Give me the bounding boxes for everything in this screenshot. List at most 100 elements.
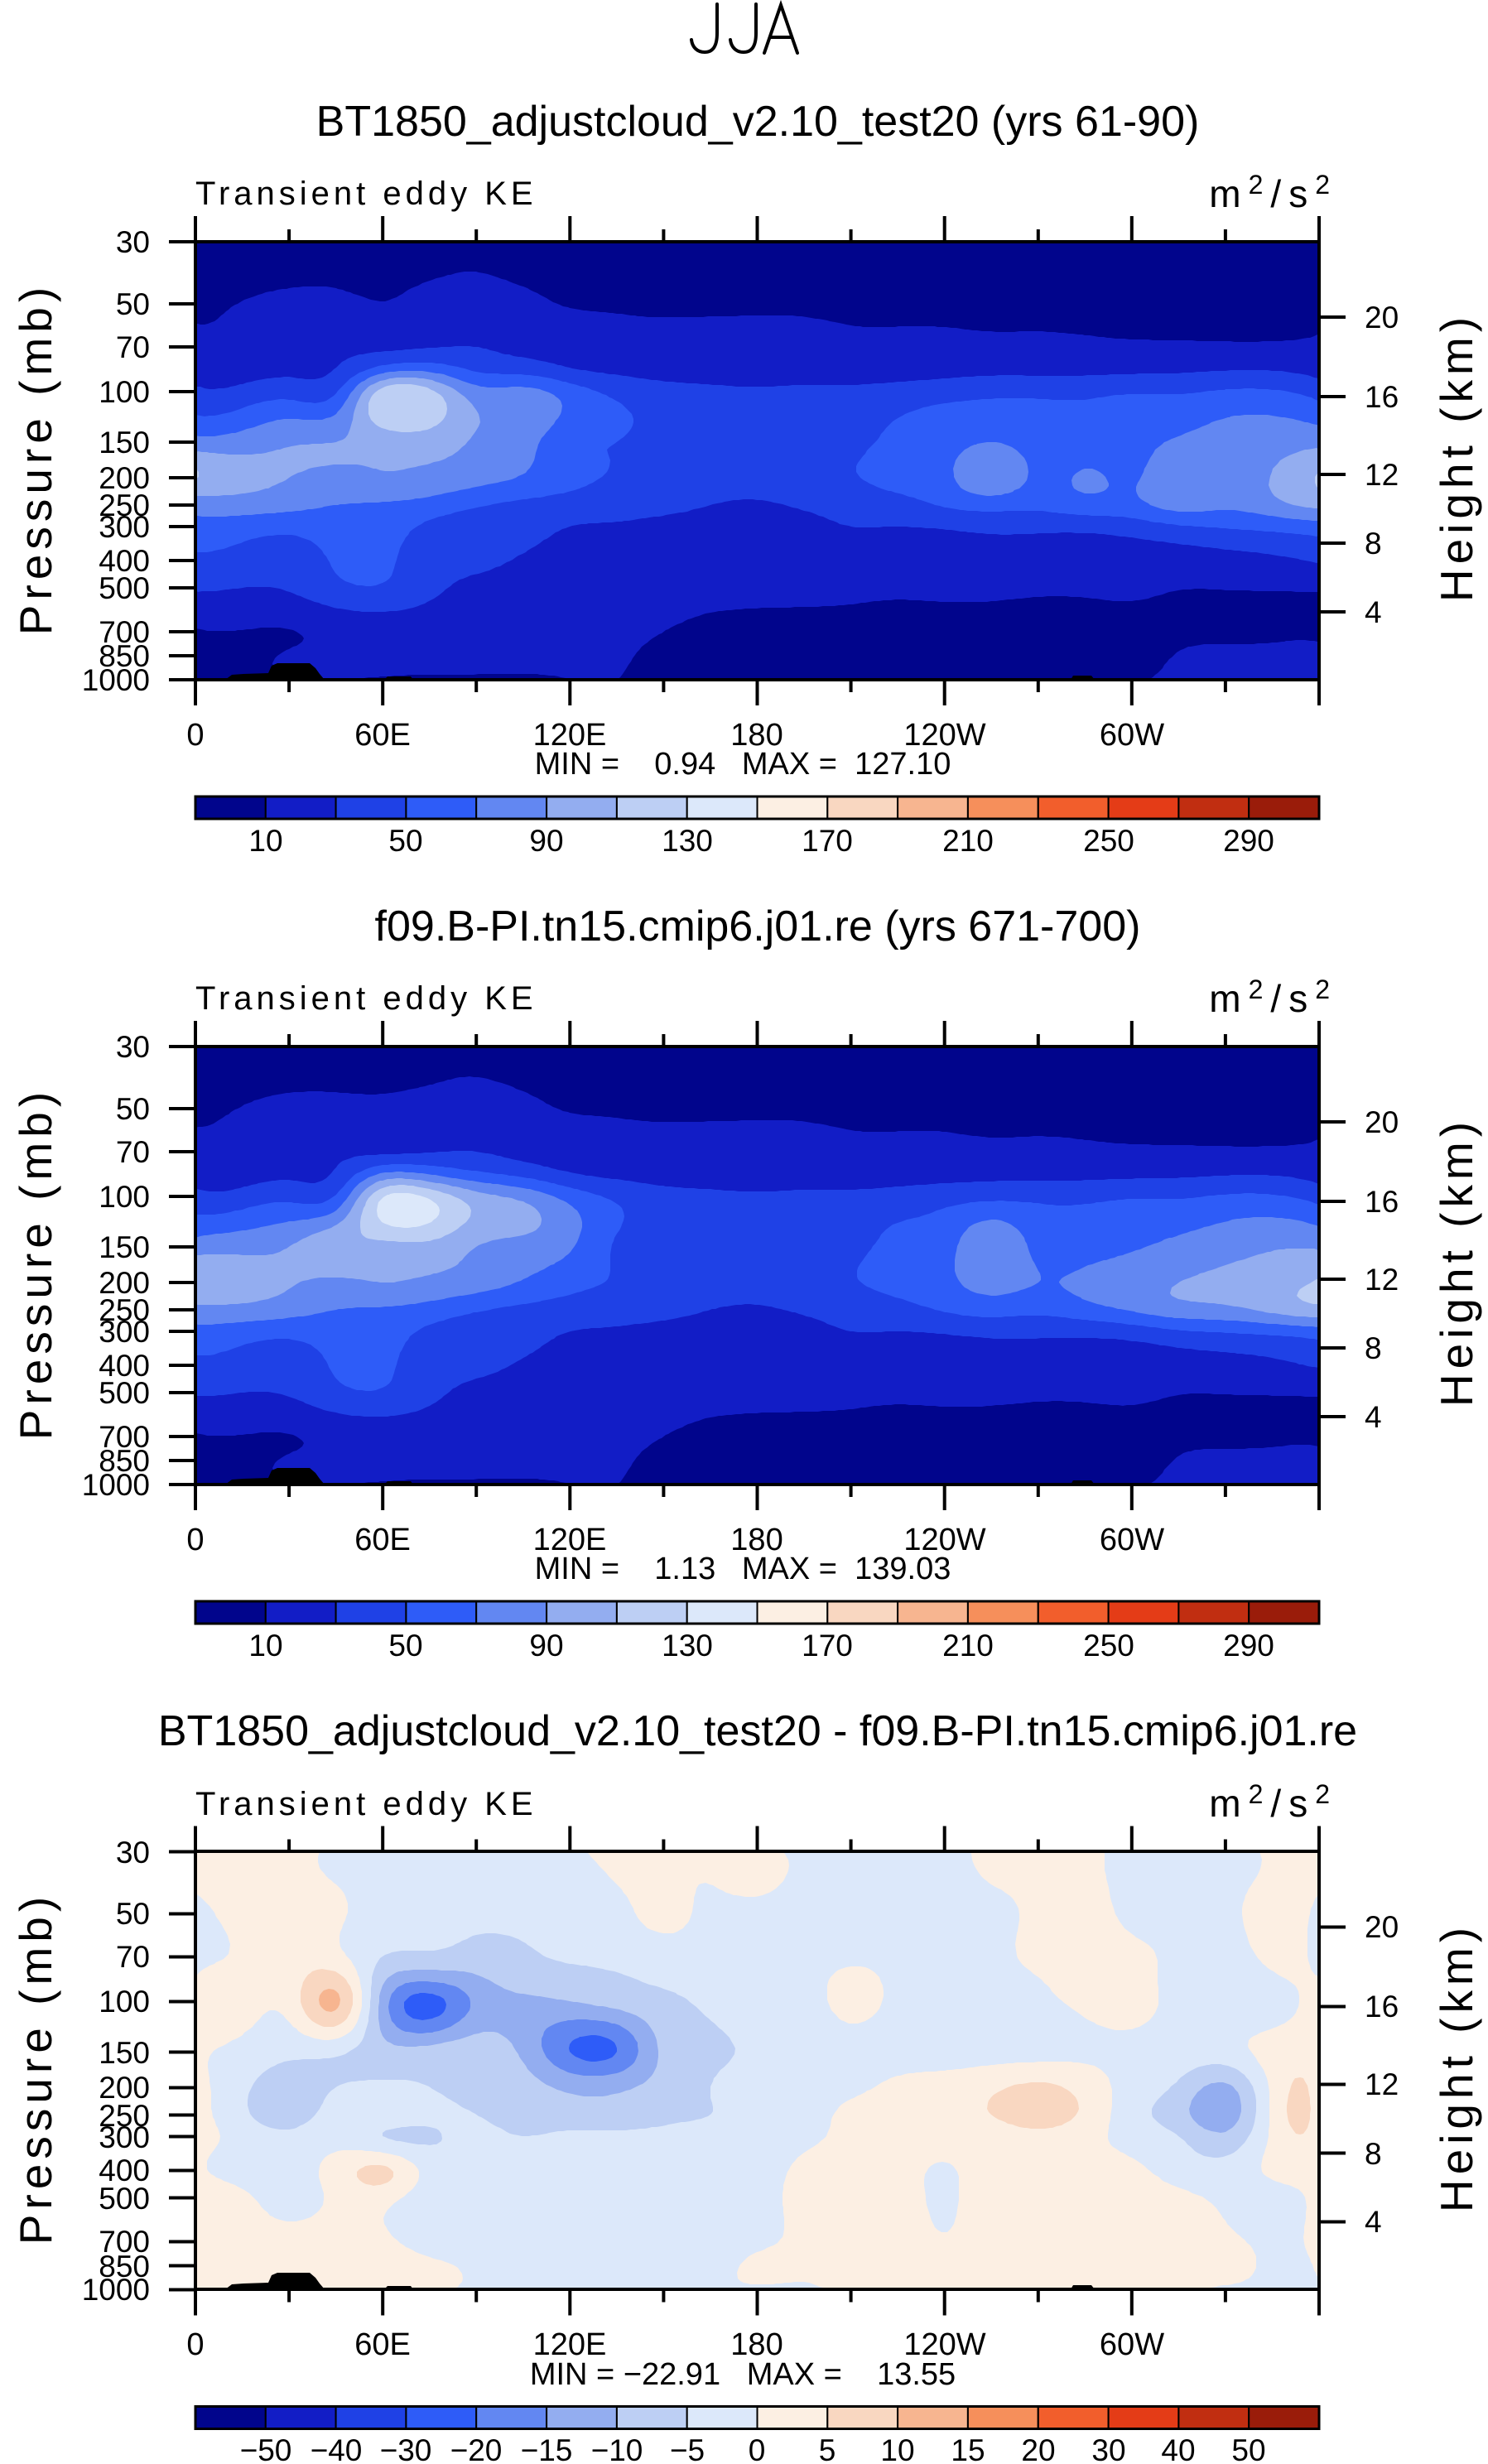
svg-text:90: 90	[529, 1629, 563, 1663]
svg-text:50: 50	[116, 1092, 150, 1126]
svg-text:Pressure (mb): Pressure (mb)	[10, 1892, 61, 2245]
svg-text:50: 50	[116, 287, 150, 321]
svg-text:100: 100	[99, 1985, 150, 2019]
svg-text:BT1850_adjustcloud_v2.10_test2: BT1850_adjustcloud_v2.10_test20 - f09.B-…	[158, 1707, 1357, 1755]
svg-text:60E: 60E	[354, 718, 411, 753]
svg-text:290: 290	[1223, 824, 1274, 858]
svg-text:20: 20	[1365, 1105, 1399, 1139]
svg-text:700: 700	[99, 2225, 150, 2259]
svg-text:400: 400	[99, 544, 150, 578]
svg-text:30: 30	[116, 1836, 150, 1870]
svg-text:Transient eddy KE: Transient eddy KE	[195, 1786, 537, 1822]
svg-text:10: 10	[248, 824, 282, 858]
svg-text:250: 250	[1083, 1629, 1134, 1663]
svg-text:150: 150	[99, 1230, 150, 1264]
svg-text:8: 8	[1365, 527, 1382, 561]
svg-text:50: 50	[388, 1629, 422, 1663]
svg-text:300: 300	[99, 510, 150, 544]
svg-text:8: 8	[1365, 1331, 1382, 1365]
svg-text:50: 50	[1231, 2433, 1265, 2464]
svg-text:60E: 60E	[354, 1523, 411, 1557]
svg-text:10: 10	[248, 1629, 282, 1663]
svg-text:200: 200	[99, 1266, 150, 1300]
svg-text:1000: 1000	[82, 2273, 150, 2307]
svg-text:−20: −20	[450, 2433, 503, 2464]
svg-text:12: 12	[1365, 2067, 1399, 2101]
svg-text:5: 5	[819, 2433, 836, 2464]
svg-text:8: 8	[1365, 2137, 1382, 2171]
svg-text:200: 200	[99, 461, 150, 495]
svg-text:180: 180	[730, 718, 783, 753]
svg-text:120W: 120W	[903, 718, 985, 753]
svg-text:20: 20	[1365, 1910, 1399, 1944]
svg-text:250: 250	[99, 1293, 150, 1327]
svg-text:−5: −5	[670, 2433, 705, 2464]
svg-text:Transient eddy KE: Transient eddy KE	[195, 176, 537, 212]
svg-text:130: 130	[662, 1629, 713, 1663]
svg-text:290: 290	[1223, 1629, 1274, 1663]
svg-text:30: 30	[1091, 2433, 1125, 2464]
svg-text:15: 15	[951, 2433, 985, 2464]
svg-text:Pressure (mb): Pressure (mb)	[10, 282, 61, 635]
svg-text:850: 850	[99, 2250, 150, 2284]
svg-text:16: 16	[1365, 380, 1399, 414]
svg-text:0: 0	[186, 718, 204, 753]
svg-text:−10: −10	[591, 2433, 643, 2464]
svg-text:150: 150	[99, 426, 150, 460]
svg-text:Pressure (mb): Pressure (mb)	[10, 1087, 61, 1440]
svg-text:130: 130	[662, 824, 713, 858]
svg-text:−30: −30	[380, 2433, 432, 2464]
svg-text:40: 40	[1161, 2433, 1195, 2464]
svg-text:90: 90	[529, 824, 563, 858]
svg-text:120E: 120E	[533, 1523, 607, 1557]
svg-text:210: 210	[942, 824, 994, 858]
svg-text:60W: 60W	[1100, 2327, 1164, 2362]
svg-text:f09.B-PI.tn15.cmip6.j01.re (yr: f09.B-PI.tn15.cmip6.j01.re (yrs 671-700)	[375, 902, 1141, 950]
svg-text:400: 400	[99, 2154, 150, 2187]
svg-text:250: 250	[99, 488, 150, 522]
svg-text:120W: 120W	[903, 1523, 985, 1557]
svg-text:12: 12	[1365, 1263, 1399, 1297]
svg-text:60W: 60W	[1100, 718, 1164, 753]
svg-text:30: 30	[116, 225, 150, 259]
svg-text:10: 10	[880, 2433, 914, 2464]
svg-text:250: 250	[99, 2099, 150, 2133]
svg-text:MIN = 0.94 MAX = 127.10: MIN = 0.94 MAX = 127.10	[535, 747, 951, 782]
svg-text:170: 170	[802, 824, 853, 858]
svg-text:4: 4	[1365, 1400, 1382, 1434]
svg-text:50: 50	[116, 1897, 150, 1931]
svg-text:150: 150	[99, 2036, 150, 2070]
svg-text:100: 100	[99, 375, 150, 409]
svg-text:500: 500	[99, 571, 150, 605]
svg-text:500: 500	[99, 1376, 150, 1410]
svg-text:60W: 60W	[1100, 1523, 1164, 1557]
svg-text:1000: 1000	[82, 663, 150, 697]
svg-text:120E: 120E	[533, 2327, 607, 2362]
svg-text:−50: −50	[240, 2433, 292, 2464]
svg-text:1000: 1000	[82, 1468, 150, 1502]
svg-text:0: 0	[186, 2327, 204, 2362]
svg-text:120E: 120E	[533, 718, 607, 753]
svg-text:500: 500	[99, 2182, 150, 2216]
svg-text:180: 180	[730, 1523, 783, 1557]
svg-text:120W: 120W	[903, 2327, 985, 2362]
svg-text:BT1850_adjustcloud_v2.10_test2: BT1850_adjustcloud_v2.10_test20 (yrs 61-…	[316, 98, 1200, 146]
svg-text:m2/s2: m2/s2	[1209, 170, 1337, 215]
svg-text:300: 300	[99, 1315, 150, 1349]
svg-text:−15: −15	[521, 2433, 573, 2464]
svg-text:−40: −40	[311, 2433, 363, 2464]
svg-text:16: 16	[1365, 1990, 1399, 2024]
svg-text:0: 0	[749, 2433, 766, 2464]
svg-text:70: 70	[116, 330, 150, 364]
svg-text:200: 200	[99, 2071, 150, 2105]
svg-text:16: 16	[1365, 1185, 1399, 1219]
svg-text:30: 30	[116, 1030, 150, 1064]
svg-text:MIN = −22.91 MAX = 13.55: MIN = −22.91 MAX = 13.55	[530, 2357, 956, 2392]
svg-text:Height (km): Height (km)	[1431, 1923, 1482, 2212]
svg-text:MIN = 1.13 MAX = 139.03: MIN = 1.13 MAX = 139.03	[535, 1552, 951, 1586]
svg-text:300: 300	[99, 2120, 150, 2154]
svg-text:210: 210	[942, 1629, 994, 1663]
svg-text:m2/s2: m2/s2	[1209, 975, 1337, 1020]
svg-text:12: 12	[1365, 458, 1399, 492]
svg-text:250: 250	[1083, 824, 1134, 858]
